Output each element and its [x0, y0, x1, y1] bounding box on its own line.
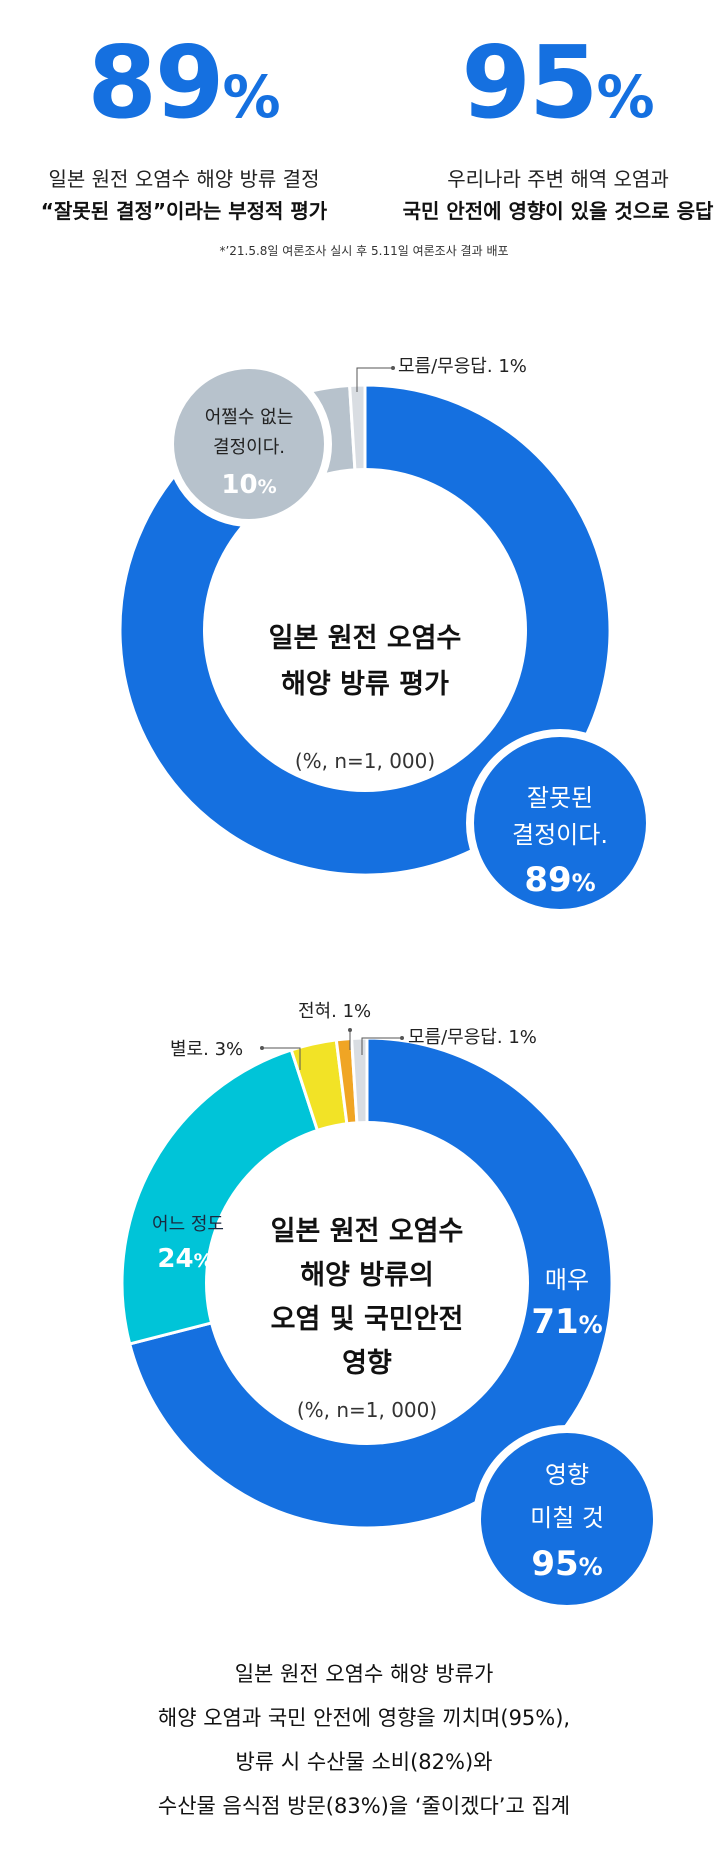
callout-value-unit: % [579, 1553, 603, 1581]
slice-value: 1% [508, 1027, 537, 1048]
slice-label: 어느 정도 [152, 1214, 224, 1235]
summary-line: 방류 시 수산물 소비(82%)와 [235, 1750, 493, 1774]
stat-safety-impact: 95% 우리나라 주변 해역 오염과 국민 안전에 영향이 있을 것으로 응답 [388, 28, 728, 228]
summary-text: 일본 원전 오염수 해양 방류가 해양 오염과 국민 안전에 영향을 끼치며(9… [0, 1652, 728, 1828]
slice-label: 어쩔수 없는 [205, 407, 294, 428]
survey-note: *’21.5.8일 여론조사 실시 후 5.11일 여론조사 결과 배포 [219, 244, 509, 258]
slice-value-number: 10 [221, 470, 257, 500]
donut-chart-evaluation: 일본 원전 오염수 해양 방류 평가 (%, n=1, 000) 잘못된 결정이… [118, 356, 654, 917]
slice-value-unit: % [194, 1250, 213, 1272]
slice-value: 10% [221, 470, 276, 500]
slice-label-rarely: 별로. 3% [170, 1039, 243, 1060]
leader-line-rarely-dot [260, 1046, 264, 1050]
stat-caption-bold: “잘못된 결정”이라는 부정적 평가 [40, 199, 328, 223]
chart-title: 일본 원전 오염수 [269, 623, 462, 654]
leader-line-unknown-dot [400, 1036, 404, 1040]
callout-bubble-unavoidable [166, 361, 332, 527]
callout-value-number: 95 [531, 1544, 578, 1584]
donut-hole [205, 1121, 529, 1445]
slice-label: 모름/무응답. [398, 356, 493, 377]
donut-hole [203, 468, 527, 792]
stat-value: 95% [388, 28, 728, 140]
leader-line-rarely [262, 1047, 301, 1070]
slice-value: 89% [524, 860, 595, 900]
stat-number: 89 [87, 24, 224, 141]
slice-value: 3% [215, 1039, 244, 1060]
slice-label: 전혀. [298, 1001, 337, 1022]
leader-line-unknown [361, 1037, 402, 1055]
stat-unit: % [222, 63, 281, 131]
callout-label: 영향 [545, 1461, 589, 1489]
chart-title: 영향 [342, 1348, 392, 1379]
slice-value: 1% [343, 1001, 372, 1022]
slice-label-unknown: 모름/무응답. 1% [408, 1027, 537, 1048]
chart-title: 오염 및 국민안전 [271, 1304, 464, 1335]
slice-value: 71% [531, 1302, 602, 1342]
donut-chart-impact: 일본 원전 오염수 해양 방류의 오염 및 국민안전 영향 (%, n=1, 0… [120, 1001, 661, 1613]
stat-number: 95 [461, 24, 598, 141]
stat-caption: 일본 원전 오염수 해양 방류 결정 [48, 167, 320, 191]
slice-value-unit: % [572, 869, 596, 897]
callout-bubble-impact [473, 1425, 661, 1613]
leader-line-unknown [356, 367, 393, 392]
chart-title: 해양 방류 평가 [281, 669, 449, 700]
chart-title: 일본 원전 오염수 [271, 1216, 464, 1247]
stat-negative-evaluation: 89% 일본 원전 오염수 해양 방류 결정 “잘못된 결정”이라는 부정적 평… [14, 28, 354, 228]
slice-label: 결정이다. [512, 821, 608, 849]
slice-label: 결정이다. [213, 437, 285, 458]
slice-value-number: 89 [524, 860, 571, 900]
chart-subtitle: (%, n=1, 000) [297, 1398, 437, 1422]
summary-line: 일본 원전 오염수 해양 방류가 [234, 1662, 494, 1686]
slice-value-unit: % [258, 476, 277, 498]
slice-label: 매우 [545, 1266, 589, 1294]
stat-value: 89% [14, 28, 354, 140]
slice-label: 별로. [170, 1039, 209, 1060]
leader-line-unknown-dot [391, 366, 395, 370]
slice-value-unit: % [579, 1311, 603, 1339]
slice-value: 24% [157, 1244, 212, 1274]
chart-subtitle: (%, n=1, 000) [295, 749, 435, 773]
slice-label-not-at-all: 전혀. 1% [298, 1001, 371, 1022]
leader-line-not-at-all-dot [348, 1028, 352, 1032]
slice-value: 1% [498, 356, 527, 377]
summary-line: 해양 오염과 국민 안전에 영향을 끼치며(95%), [157, 1706, 571, 1730]
callout-bubble-wrong [466, 729, 654, 917]
slice-label: 잘못된 [527, 784, 593, 812]
slice-value-number: 24 [157, 1244, 193, 1274]
slice-value-number: 71 [531, 1302, 578, 1342]
callout-value: 95% [531, 1544, 602, 1584]
stat-caption-bold: 국민 안전에 영향이 있을 것으로 응답 [402, 199, 714, 223]
stat-unit: % [596, 63, 655, 131]
chart-title: 해양 방류의 [300, 1260, 434, 1291]
slice-label-unknown: 모름/무응답. 1% [398, 356, 527, 377]
stat-caption: 우리나라 주변 해역 오염과 [447, 167, 669, 191]
callout-label: 미칠 것 [530, 1504, 604, 1532]
summary-line: 수산물 음식점 방문(83%)을 ‘줄이겠다’고 집계 [157, 1794, 571, 1818]
slice-label: 모름/무응답. [408, 1027, 503, 1048]
